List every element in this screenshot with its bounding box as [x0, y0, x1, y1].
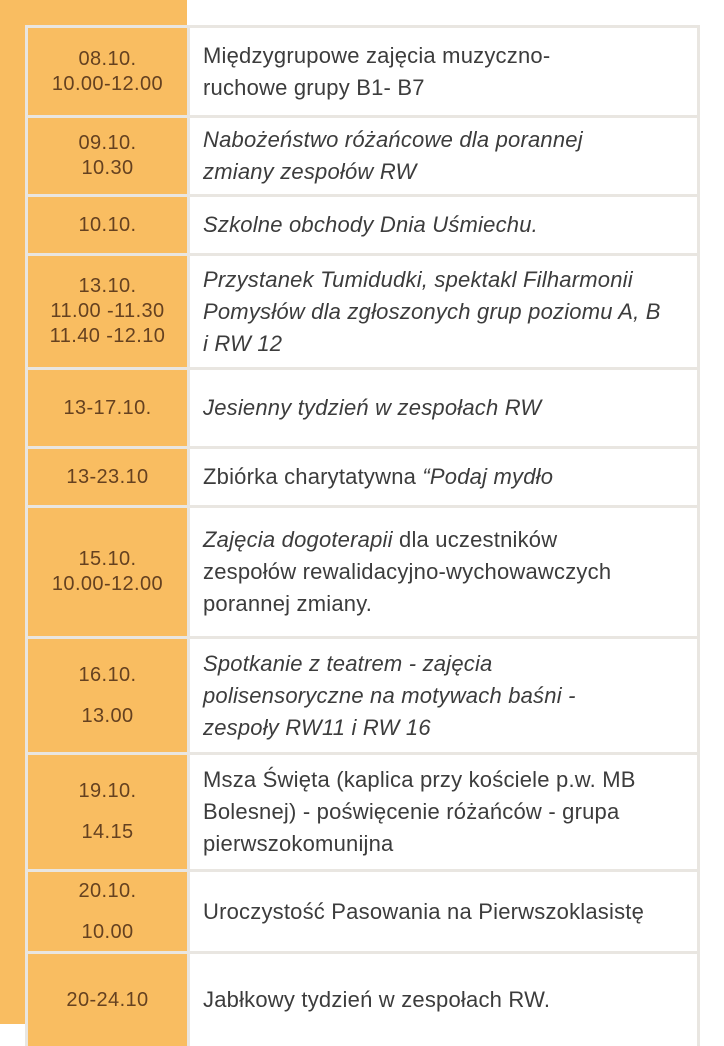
schedule-row: 16.10. 13.00 Spotkanie z teatrem - zajęc…	[28, 639, 697, 752]
event-text-segment: Zajęcia dogoterapii	[203, 527, 393, 552]
schedule-row: 10.10. Szkolne obchody Dnia Uśmiechu.	[28, 197, 697, 253]
date-cell: 10.10.	[28, 197, 187, 253]
date-line: 08.10.	[78, 47, 137, 70]
date-line: 10.10.	[78, 213, 137, 236]
event-text-segment: “Podaj mydło	[422, 464, 554, 489]
event-cell: Zbiórka charytatywna “Podaj mydło	[190, 449, 697, 505]
date-cell: 16.10. 13.00	[28, 639, 187, 752]
event-text-segment: Zbiórka charytatywna	[203, 464, 423, 489]
schedule-row: 08.10. 10.00-12.00 Międzygrupowe zajęcia…	[28, 28, 697, 115]
event-cell: Spotkanie z teatrem - zajęcia polisensor…	[190, 639, 697, 752]
event-cell: Uroczystość Pasowania na Pierwszoklasist…	[190, 872, 697, 951]
date-line: 20-24.10	[66, 988, 149, 1011]
date-line: 19.10.	[78, 780, 137, 802]
schedule-row: 20.10. 10.00 Uroczystość Pasowania na Pi…	[28, 872, 697, 951]
event-text: Międzygrupowe zajęcia muzyczno- ruchowe …	[203, 40, 550, 104]
event-text-segment: Spotkanie z teatrem - zajęcia polisensor…	[203, 650, 576, 740]
event-text: Jabłkowy tydzień w zespołach RW.	[203, 984, 550, 1016]
event-text: Msza Święta (kaplica przy kościele p.w. …	[203, 764, 636, 860]
date-cell: 13-17.10.	[28, 370, 187, 446]
date-cell: 09.10. 10.30	[28, 118, 187, 194]
event-text: Jesienny tydzień w zespołach RW	[203, 392, 541, 424]
event-cell: Msza Święta (kaplica przy kościele p.w. …	[190, 755, 697, 869]
schedule-row: 09.10. 10.30 Nabożeństwo różańcowe dla p…	[28, 118, 697, 194]
schedule-table: 08.10. 10.00-12.00 Międzygrupowe zajęcia…	[25, 25, 700, 1046]
time-line: 11.00 -11.30	[50, 300, 165, 322]
event-text-segment: Jesienny tydzień w zespołach RW	[203, 395, 542, 420]
event-text-segment: Międzygrupowe zajęcia muzyczno- ruchowe …	[203, 42, 551, 100]
date-line: 13-23.10	[66, 465, 149, 488]
date-line: 15.10.	[78, 548, 137, 570]
event-text: Przystanek Tumidudki, spektakl Filharmon…	[203, 264, 661, 360]
event-text-segment: dla uczestników zespołów rewalidacyjno-w…	[203, 527, 612, 616]
date-line: 20.10.	[78, 879, 137, 902]
date-line: 13.10.	[78, 275, 137, 297]
time-line: 13.00	[81, 704, 134, 727]
date-cell: 19.10. 14.15	[28, 755, 187, 869]
event-text: Uroczystość Pasowania na Pierwszoklasist…	[203, 896, 644, 928]
date-cell: 13.10. 11.00 -11.30 11.40 -12.10	[28, 256, 187, 367]
time-line: 10.00-12.00	[51, 573, 164, 595]
schedule-row: 13.10. 11.00 -11.30 11.40 -12.10 Przysta…	[28, 256, 697, 367]
time-line: 14.15	[81, 821, 134, 843]
event-text: Szkolne obchody Dnia Uśmiechu.	[203, 209, 538, 241]
event-text-segment: Msza Święta (kaplica przy kościele p.w. …	[203, 767, 636, 856]
event-cell: Nabożeństwo różańcowe dla porannej zmian…	[190, 118, 697, 194]
date-line: 13-17.10.	[63, 396, 152, 419]
event-cell: Międzygrupowe zajęcia muzyczno- ruchowe …	[190, 28, 697, 115]
date-cell: 15.10. 10.00-12.00	[28, 508, 187, 636]
time-line: 10.00	[81, 920, 134, 943]
event-cell: Jabłkowy tydzień w zespołach RW.	[190, 954, 697, 1046]
event-cell: Jesienny tydzień w zespołach RW	[190, 370, 697, 446]
event-text: Nabożeństwo różańcowe dla porannej zmian…	[203, 124, 583, 188]
event-cell: Przystanek Tumidudki, spektakl Filharmon…	[190, 256, 697, 367]
event-text: Spotkanie z teatrem - zajęcia polisensor…	[203, 648, 576, 744]
date-cell: 13-23.10	[28, 449, 187, 505]
event-text: Zajęcia dogoterapii dla uczestników zesp…	[203, 524, 611, 620]
date-line: 09.10.	[78, 132, 137, 154]
schedule-row: 15.10. 10.00-12.00 Zajęcia dogoterapii d…	[28, 508, 697, 636]
event-text-segment: Przystanek Tumidudki, spektakl Filharmon…	[203, 266, 661, 356]
event-text-segment: Nabożeństwo różańcowe dla porannej zmian…	[203, 127, 583, 184]
schedule-row: 20-24.10 Jabłkowy tydzień w zespołach RW…	[28, 954, 697, 1046]
event-text-segment: Szkolne obchody Dnia Uśmiechu.	[203, 212, 538, 237]
event-cell: Zajęcia dogoterapii dla uczestników zesp…	[190, 508, 697, 636]
schedule-row: 19.10. 14.15 Msza Święta (kaplica przy k…	[28, 755, 697, 869]
event-cell: Szkolne obchody Dnia Uśmiechu.	[190, 197, 697, 253]
time-line: 11.40 -12.10	[49, 325, 166, 347]
date-cell: 20.10. 10.00	[28, 872, 187, 951]
time-line: 10.00-12.00	[51, 72, 164, 95]
time-line: 10.30	[81, 157, 134, 179]
schedule-row: 13-23.10 Zbiórka charytatywna “Podaj myd…	[28, 449, 697, 505]
schedule-row: 13-17.10. Jesienny tydzień w zespołach R…	[28, 370, 697, 446]
date-cell: 20-24.10	[28, 954, 187, 1046]
date-line: 16.10.	[78, 663, 137, 686]
date-cell: 08.10. 10.00-12.00	[28, 28, 187, 115]
event-text: Zbiórka charytatywna “Podaj mydło	[203, 461, 553, 493]
event-text-segment: Uroczystość Pasowania na Pierwszoklasist…	[203, 898, 645, 924]
event-text-segment: Jabłkowy tydzień w zespołach RW.	[203, 987, 551, 1012]
